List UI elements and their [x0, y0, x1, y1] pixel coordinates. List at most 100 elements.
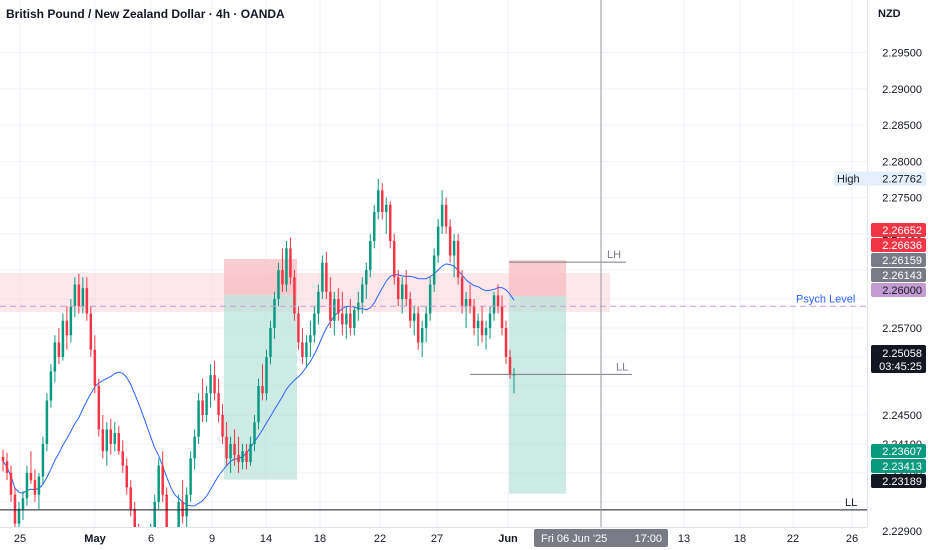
candle — [484, 328, 488, 336]
price-label-text: 2.23607 — [882, 446, 922, 458]
candle — [229, 443, 232, 459]
price-label-box — [871, 223, 926, 237]
crosshair-date-text: Fri 06 Jun '25 — [541, 533, 607, 545]
candle — [492, 295, 496, 314]
candle — [25, 472, 29, 499]
candle — [476, 320, 480, 329]
candle — [420, 328, 424, 343]
candle — [261, 385, 264, 394]
candle — [209, 375, 212, 394]
candle — [221, 414, 224, 437]
candle — [101, 429, 105, 452]
candle — [121, 451, 125, 466]
crosshair-time-text: 17:00 — [634, 533, 662, 545]
candle — [432, 255, 436, 285]
target-zone — [224, 294, 297, 480]
candle — [81, 288, 85, 307]
candle — [416, 313, 420, 343]
candle — [9, 472, 13, 495]
candle — [508, 356, 512, 375]
candle — [464, 299, 468, 307]
time-tick-label: 27 — [431, 533, 443, 545]
candle — [333, 299, 336, 321]
candle — [65, 320, 69, 336]
time-tick-label: 25 — [14, 533, 26, 545]
price-tick-label: 2.28000 — [882, 156, 922, 168]
candle — [293, 277, 296, 314]
candle — [197, 400, 200, 437]
candle — [17, 509, 21, 524]
candle — [436, 226, 440, 256]
candle — [496, 295, 500, 307]
candle — [456, 241, 460, 278]
candle — [337, 299, 340, 314]
candle — [357, 302, 360, 310]
candle — [309, 335, 312, 343]
candle — [109, 429, 113, 444]
candle — [424, 313, 428, 329]
candle — [129, 487, 132, 510]
target-zone — [509, 295, 566, 494]
time-tick-label: 22 — [374, 533, 386, 545]
candle — [504, 328, 508, 357]
current-price-text: 2.25058 — [882, 348, 922, 360]
candle — [37, 476, 41, 495]
candle — [117, 433, 121, 452]
price-label-text: 2.26652 — [882, 225, 922, 237]
currency-label: NZD — [878, 8, 901, 20]
price-label-text: 2.23413 — [882, 461, 922, 473]
high-label-box — [834, 171, 926, 186]
candle — [165, 494, 168, 535]
candle — [297, 313, 300, 343]
time-tick-label: 26 — [846, 533, 858, 545]
time-axis: 25 May 6 9 14 18 22 27 Jun 13 18 22 26 Fri 06 Jun '25… — [0, 527, 867, 550]
candle — [225, 436, 228, 459]
candle — [472, 306, 476, 329]
candle — [33, 480, 37, 495]
price-label-box — [871, 268, 926, 282]
candle — [113, 433, 117, 444]
candle — [177, 501, 180, 539]
price-label-text: 2.26159 — [882, 255, 922, 267]
candle — [157, 465, 160, 502]
candle — [365, 270, 368, 285]
time-tick-label: 18 — [314, 533, 326, 545]
candle — [313, 313, 316, 336]
candle — [161, 465, 164, 495]
candle — [428, 284, 432, 314]
candle — [21, 498, 25, 510]
candle — [201, 400, 204, 415]
moving-average-line — [2, 263, 515, 507]
candle — [249, 443, 252, 463]
stop-zone — [509, 260, 566, 296]
candle — [480, 320, 484, 336]
candle — [265, 356, 268, 394]
high-label-value: 2.27762 — [882, 174, 922, 186]
candle — [181, 501, 184, 517]
price-tick-label: 2.24500 — [882, 410, 922, 422]
candle — [233, 443, 236, 455]
candle — [257, 385, 260, 423]
level-label: LL — [616, 361, 628, 373]
candle — [452, 241, 456, 256]
price-label-box — [871, 283, 926, 297]
price-label-text: 2.26636 — [882, 240, 922, 252]
candle — [105, 429, 109, 452]
candle — [73, 284, 77, 307]
crosshair-date-box — [534, 529, 668, 547]
candle — [49, 371, 53, 401]
candle — [189, 458, 192, 495]
candle — [53, 342, 57, 372]
time-tick-label: 18 — [734, 533, 746, 545]
time-tick-label: Jun — [498, 533, 518, 545]
level-label: Psych Level — [796, 293, 855, 305]
level-label: LH — [607, 249, 621, 261]
price-tick-label: 2.25700 — [882, 323, 922, 335]
candle — [57, 342, 61, 357]
price-label-box — [871, 459, 926, 473]
candle — [373, 212, 376, 242]
price-tick-label: 2.27500 — [882, 193, 922, 205]
candle — [253, 422, 256, 444]
candle — [345, 313, 348, 325]
